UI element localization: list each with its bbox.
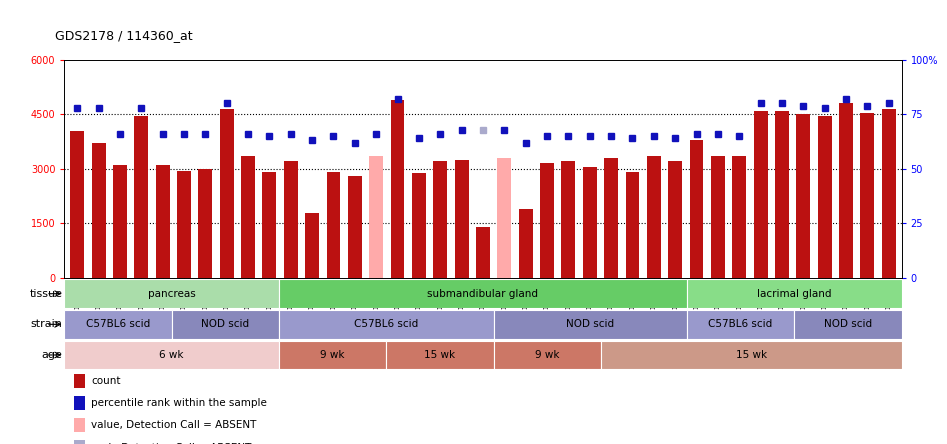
Bar — [113, 165, 127, 278]
Bar — [817, 116, 831, 278]
Bar — [279, 310, 493, 339]
Text: C57BL6 scid: C57BL6 scid — [354, 319, 419, 329]
Bar — [497, 158, 511, 278]
Bar — [626, 172, 639, 278]
Bar — [390, 100, 404, 278]
Bar — [279, 341, 386, 369]
Bar — [199, 169, 212, 278]
Bar — [601, 341, 902, 369]
Bar — [241, 156, 255, 278]
Bar — [220, 109, 234, 278]
Text: value, Detection Call = ABSENT: value, Detection Call = ABSENT — [91, 420, 257, 430]
Text: NOD scid: NOD scid — [824, 319, 872, 329]
Bar — [155, 165, 170, 278]
Text: 15 wk: 15 wk — [424, 350, 456, 360]
Bar — [861, 112, 874, 278]
Bar — [64, 310, 171, 339]
Bar — [305, 213, 319, 278]
Bar — [279, 279, 687, 308]
Text: rank, Detection Call = ABSENT: rank, Detection Call = ABSENT — [91, 443, 251, 444]
Text: tissue: tissue — [29, 289, 63, 299]
Text: NOD scid: NOD scid — [202, 319, 249, 329]
Text: 9 wk: 9 wk — [320, 350, 345, 360]
Bar — [669, 162, 682, 278]
Text: C57BL6 scid: C57BL6 scid — [708, 319, 773, 329]
Text: strain: strain — [30, 319, 63, 329]
Bar — [882, 109, 896, 278]
Text: age: age — [42, 350, 63, 360]
Bar — [519, 209, 532, 278]
Bar — [796, 114, 811, 278]
Bar — [476, 227, 490, 278]
Bar — [689, 140, 704, 278]
Bar — [64, 279, 279, 308]
Bar — [134, 116, 149, 278]
Bar — [562, 162, 576, 278]
Bar — [493, 310, 687, 339]
Bar — [711, 156, 724, 278]
Bar — [434, 162, 447, 278]
Bar — [177, 170, 191, 278]
Bar — [732, 156, 746, 278]
Bar — [687, 310, 795, 339]
Bar — [795, 310, 902, 339]
Text: submandibular gland: submandibular gland — [427, 289, 539, 299]
Bar — [70, 131, 84, 278]
Bar — [647, 156, 661, 278]
Bar — [327, 172, 340, 278]
Bar — [604, 158, 618, 278]
Bar — [540, 163, 554, 278]
Bar — [348, 176, 362, 278]
Bar — [369, 156, 384, 278]
Bar — [171, 310, 279, 339]
Bar — [754, 111, 767, 278]
Text: C57BL6 scid: C57BL6 scid — [86, 319, 151, 329]
Text: GDS2178 / 114360_at: GDS2178 / 114360_at — [55, 29, 192, 42]
Text: 6 wk: 6 wk — [159, 350, 184, 360]
Bar — [839, 103, 853, 278]
Text: percentile rank within the sample: percentile rank within the sample — [91, 398, 267, 408]
Text: lacrimal gland: lacrimal gland — [757, 289, 831, 299]
Bar — [687, 279, 902, 308]
Text: 15 wk: 15 wk — [736, 350, 767, 360]
Bar — [64, 341, 279, 369]
Bar — [412, 174, 426, 278]
Bar — [775, 111, 789, 278]
Text: 9 wk: 9 wk — [535, 350, 560, 360]
Bar — [386, 341, 493, 369]
Bar — [455, 160, 469, 278]
Bar — [284, 162, 297, 278]
Bar — [92, 143, 105, 278]
Text: count: count — [91, 376, 120, 386]
Text: NOD scid: NOD scid — [566, 319, 615, 329]
Bar — [493, 341, 601, 369]
Bar — [262, 172, 277, 278]
Text: pancreas: pancreas — [148, 289, 196, 299]
Bar — [582, 167, 597, 278]
